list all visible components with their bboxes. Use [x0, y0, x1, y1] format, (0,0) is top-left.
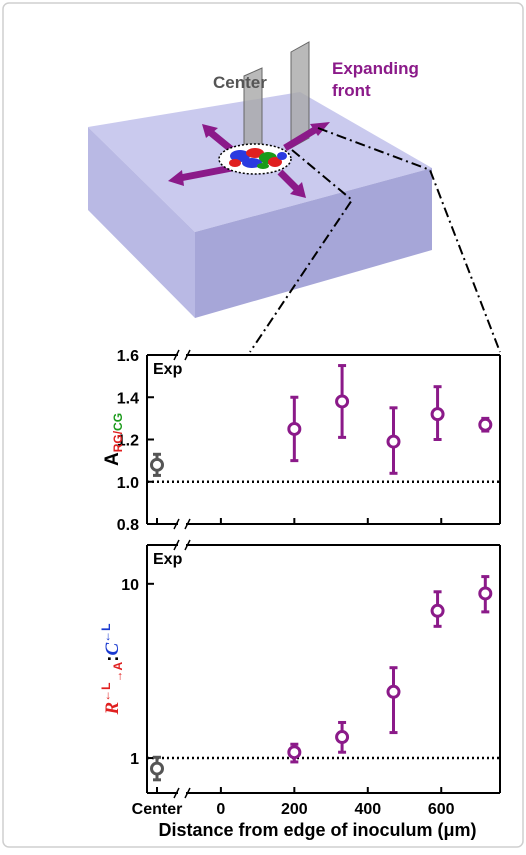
x-tick-label: 200: [281, 801, 308, 818]
y-tick-label: 1.4: [117, 390, 139, 407]
center-label: Center: [213, 73, 267, 92]
data-point: [289, 747, 300, 758]
y-axis-label-part: ←L: [99, 683, 113, 702]
y-axis-label-part: CG: [111, 413, 125, 431]
x-tick-label: 600: [428, 801, 455, 818]
front-label: Expanding: [332, 59, 419, 78]
x-tick-label: Center: [132, 801, 183, 818]
data-point: [432, 605, 443, 616]
y-axis-label-part: C: [102, 643, 123, 656]
data-point: [337, 732, 348, 743]
y-axis-label-part: R: [102, 702, 123, 716]
y-tick-label: 1: [130, 751, 139, 768]
data-point: [289, 423, 300, 434]
panel-label: Exp: [153, 361, 183, 378]
x-tick-label: 0: [216, 801, 225, 818]
y-axis-label-part: A: [102, 452, 123, 466]
illustration: Center Expanding front: [88, 42, 500, 352]
x-tick-label: 400: [354, 801, 381, 818]
y-tick-label: 10: [121, 577, 139, 594]
y-axis-label-part: ←L: [99, 623, 113, 642]
data-point: [480, 419, 491, 430]
y-axis-label-part: →A: [111, 662, 125, 683]
y-tick-label: 0.8: [117, 517, 139, 534]
data-point: [388, 436, 399, 447]
data-point: [152, 763, 163, 774]
y-axis-label: ARG/CG: [102, 413, 125, 466]
y-tick-label: 1.0: [117, 475, 139, 492]
y-axis-label-part: RG/: [111, 430, 125, 452]
panel-label: Exp: [153, 551, 183, 568]
front-label: front: [332, 81, 371, 100]
data-point: [337, 396, 348, 407]
x-axis-label: Distance from edge of inoculum (μm): [158, 820, 476, 840]
y-tick-label: 1.6: [117, 348, 139, 365]
page: Center Expanding front 0.81.01.21.41.6Ex…: [0, 0, 526, 855]
data-point: [152, 459, 163, 470]
y-axis-label: R←L→A:C←L: [99, 623, 125, 715]
data-point: [480, 588, 491, 599]
data-point: [432, 409, 443, 420]
figure: Center Expanding front 0.81.01.21.41.6Ex…: [0, 0, 526, 850]
data-point: [388, 686, 399, 697]
